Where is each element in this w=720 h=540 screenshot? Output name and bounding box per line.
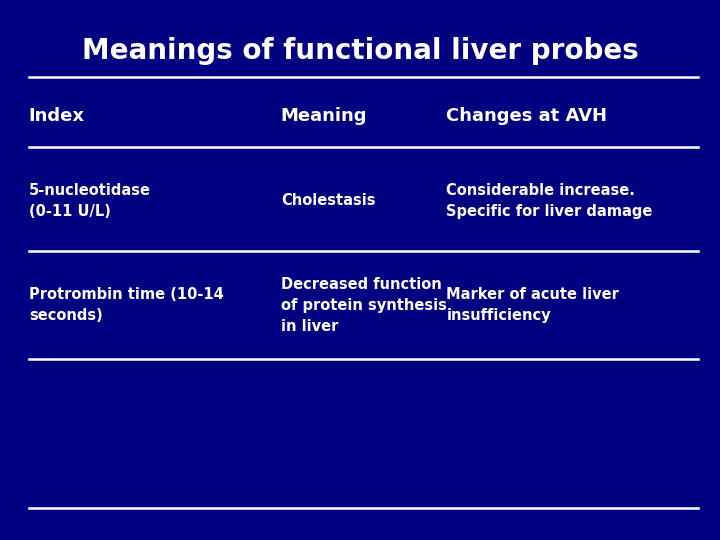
Text: Index: Index	[29, 107, 85, 125]
Text: Protrombin time (10-14
seconds): Protrombin time (10-14 seconds)	[29, 287, 223, 323]
Text: Changes at AVH: Changes at AVH	[446, 107, 608, 125]
Text: Decreased function
of protein synthesis
in liver: Decreased function of protein synthesis …	[281, 276, 446, 334]
Text: Considerable increase.
Specific for liver damage: Considerable increase. Specific for live…	[446, 183, 653, 219]
Text: Cholestasis: Cholestasis	[281, 193, 375, 208]
Text: 5-nucleotidase
(0-11 U/L): 5-nucleotidase (0-11 U/L)	[29, 183, 150, 219]
Text: Marker of acute liver
insufficiency: Marker of acute liver insufficiency	[446, 287, 619, 323]
Text: Meanings of functional liver probes: Meanings of functional liver probes	[81, 37, 639, 65]
Text: Meaning: Meaning	[281, 107, 367, 125]
